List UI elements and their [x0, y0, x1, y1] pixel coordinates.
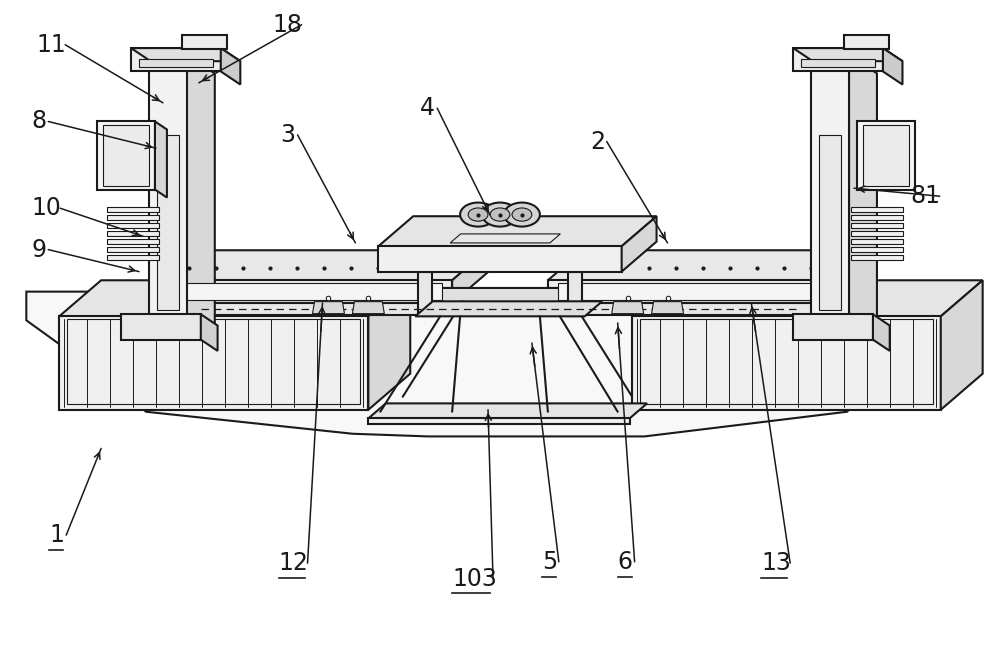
Text: 11: 11: [36, 33, 66, 57]
Polygon shape: [793, 48, 902, 61]
Polygon shape: [851, 230, 903, 237]
Polygon shape: [558, 283, 821, 300]
Polygon shape: [851, 214, 903, 220]
Polygon shape: [107, 214, 159, 220]
Text: 2: 2: [590, 129, 605, 153]
Polygon shape: [801, 60, 875, 68]
Polygon shape: [179, 283, 442, 300]
Polygon shape: [182, 35, 227, 50]
Polygon shape: [131, 48, 240, 61]
Polygon shape: [415, 302, 602, 316]
Polygon shape: [851, 222, 903, 228]
Circle shape: [468, 208, 488, 221]
Polygon shape: [851, 206, 903, 212]
Polygon shape: [831, 251, 866, 303]
Text: 5: 5: [542, 550, 557, 574]
Polygon shape: [169, 303, 831, 315]
Polygon shape: [873, 314, 890, 351]
Polygon shape: [863, 125, 909, 186]
Polygon shape: [107, 222, 159, 228]
Polygon shape: [187, 55, 215, 335]
Polygon shape: [548, 251, 866, 280]
Text: 4: 4: [420, 96, 435, 120]
Polygon shape: [632, 280, 983, 316]
Text: 8: 8: [31, 109, 46, 133]
Polygon shape: [851, 247, 903, 253]
Polygon shape: [851, 239, 903, 245]
Polygon shape: [107, 239, 159, 245]
Polygon shape: [169, 280, 452, 303]
Polygon shape: [652, 302, 683, 314]
Polygon shape: [452, 251, 487, 303]
Polygon shape: [352, 302, 384, 314]
Circle shape: [490, 208, 510, 221]
Circle shape: [512, 208, 532, 221]
Polygon shape: [107, 255, 159, 260]
Polygon shape: [793, 314, 873, 340]
Polygon shape: [107, 206, 159, 212]
Polygon shape: [418, 271, 432, 316]
Polygon shape: [103, 125, 149, 186]
Polygon shape: [378, 247, 622, 271]
Circle shape: [482, 202, 518, 226]
Polygon shape: [612, 302, 644, 314]
Polygon shape: [59, 316, 368, 410]
Polygon shape: [368, 418, 630, 423]
Polygon shape: [811, 55, 849, 316]
Text: 3: 3: [281, 123, 296, 147]
Polygon shape: [221, 48, 240, 84]
Polygon shape: [139, 60, 213, 68]
Polygon shape: [568, 271, 582, 316]
Polygon shape: [378, 216, 657, 247]
Polygon shape: [548, 280, 831, 303]
Polygon shape: [622, 216, 657, 271]
Text: 18: 18: [273, 13, 303, 37]
Polygon shape: [107, 247, 159, 253]
Polygon shape: [632, 316, 941, 410]
Polygon shape: [59, 280, 410, 316]
Polygon shape: [155, 121, 167, 198]
Polygon shape: [149, 55, 187, 316]
Polygon shape: [941, 280, 983, 410]
Polygon shape: [169, 288, 849, 303]
Polygon shape: [368, 280, 410, 410]
Polygon shape: [26, 291, 967, 436]
Polygon shape: [169, 251, 487, 280]
Polygon shape: [201, 314, 218, 351]
Circle shape: [504, 202, 540, 226]
Polygon shape: [450, 234, 560, 243]
Circle shape: [460, 202, 496, 226]
Polygon shape: [313, 302, 344, 314]
Polygon shape: [819, 135, 841, 310]
Text: 1: 1: [49, 523, 64, 547]
Polygon shape: [793, 48, 883, 72]
Polygon shape: [844, 35, 889, 50]
Polygon shape: [857, 121, 915, 190]
Text: 103: 103: [452, 567, 497, 590]
Polygon shape: [157, 135, 179, 310]
Polygon shape: [368, 403, 647, 418]
Text: 12: 12: [279, 551, 308, 575]
Text: 9: 9: [31, 238, 46, 261]
Polygon shape: [851, 255, 903, 260]
Polygon shape: [107, 230, 159, 237]
Text: 81: 81: [911, 184, 941, 208]
Polygon shape: [97, 121, 155, 190]
Polygon shape: [849, 55, 877, 335]
Text: 6: 6: [618, 550, 633, 574]
Polygon shape: [883, 48, 902, 84]
Text: 13: 13: [761, 551, 791, 575]
Polygon shape: [131, 48, 221, 72]
Text: 10: 10: [31, 196, 61, 220]
Polygon shape: [121, 314, 201, 340]
